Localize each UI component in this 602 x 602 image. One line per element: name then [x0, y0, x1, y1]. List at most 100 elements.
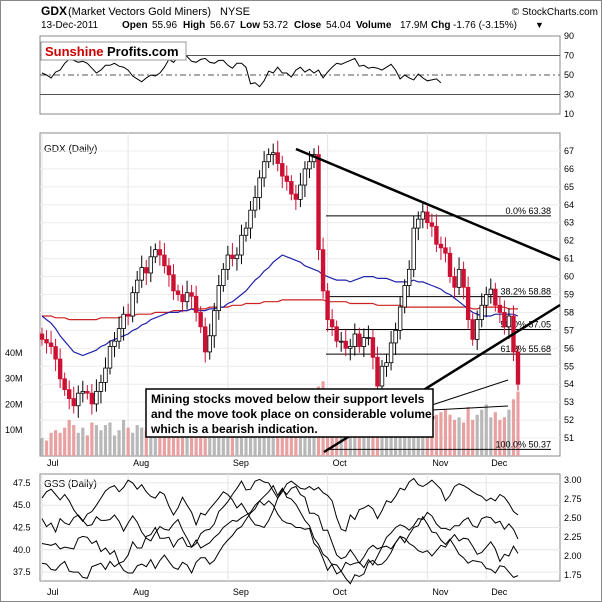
- candle-body: [148, 256, 153, 274]
- gss-month-label: Dec: [491, 587, 508, 597]
- rsi-tick-label: 10: [564, 109, 574, 119]
- candle-body: [329, 319, 335, 328]
- volume-bar: [171, 425, 176, 456]
- volume-bar: [49, 432, 53, 456]
- price-tick-label: 56: [564, 343, 574, 353]
- price-tick-label: 51: [564, 433, 574, 443]
- candle-body: [338, 340, 344, 343]
- gss-month-label: Jul: [47, 587, 59, 597]
- volume-bar: [389, 419, 393, 456]
- candle-body: [67, 389, 72, 399]
- gdx-panel: GDX (Daily) 67 66 65 64 63 62 61 60 59 58 57 56 55 54…: [5, 132, 574, 468]
- candle-body: [103, 367, 108, 383]
- volume-bar: [58, 432, 62, 456]
- volume-bar: [90, 422, 94, 456]
- candle-body: [397, 306, 403, 331]
- candle-body: [202, 326, 208, 353]
- volume-bar: [471, 419, 475, 456]
- rsi-tick-label: 70: [564, 51, 574, 61]
- candle-body: [112, 340, 117, 347]
- rsi-tick-label: 30: [564, 90, 574, 100]
- gss-right-tick-label: 2.75: [564, 494, 582, 504]
- candle-body: [130, 292, 135, 317]
- candle-body: [53, 346, 58, 360]
- high-label: High: [183, 20, 205, 31]
- volume-bar: [448, 414, 452, 456]
- candle-body: [207, 335, 212, 353]
- symbol: GDX: [41, 4, 67, 18]
- volume-bar: [462, 422, 466, 456]
- month-label: Dec: [491, 458, 508, 468]
- candle-body: [370, 337, 376, 358]
- volume-bar: [149, 432, 153, 456]
- candle-body: [252, 197, 258, 211]
- volume-bar: [162, 422, 166, 456]
- volume-bar: [54, 430, 58, 456]
- volume-bar: [208, 422, 212, 456]
- candle-body: [406, 268, 412, 286]
- volume-pointer-line-2: [431, 405, 509, 411]
- price-tick-label: 62: [564, 236, 574, 246]
- volume-bar: [217, 427, 221, 456]
- volume-bar: [457, 417, 461, 456]
- candle-body: [48, 342, 54, 347]
- volume-bar: [212, 425, 216, 456]
- gss-month-label: Oct: [333, 587, 348, 597]
- candle-body: [216, 285, 221, 312]
- sunshine-profits-logo: Sunshine Profits.com: [40, 41, 187, 61]
- candle-body: [157, 249, 163, 256]
- candle-body: [474, 319, 480, 340]
- chg-down-icon: ▼: [535, 20, 544, 30]
- volume-bar: [94, 425, 98, 456]
- volume-bar: [158, 419, 162, 456]
- candle-body: [239, 234, 244, 256]
- candle-body: [284, 175, 289, 182]
- gss-right-tick-label: 1.75: [564, 570, 582, 580]
- source: © StockCharts.com: [512, 7, 598, 18]
- volume-bar: [167, 427, 171, 456]
- volume-bar: [511, 399, 516, 456]
- volume-bar: [475, 414, 479, 456]
- volume-bar: [103, 425, 108, 456]
- candle-body: [139, 267, 144, 281]
- volume-bar: [416, 419, 420, 456]
- volume-bar: [112, 435, 117, 456]
- month-label: Nov: [432, 458, 449, 468]
- price-tick-label: 65: [564, 182, 574, 192]
- low-label: Low: [240, 20, 260, 31]
- volume-pointer-line: [431, 379, 509, 406]
- candle-body: [425, 211, 430, 224]
- candle-body: [189, 292, 194, 297]
- candle-body: [465, 286, 471, 321]
- candle-body: [456, 268, 462, 288]
- candle-body: [384, 362, 389, 367]
- candle-body: [94, 390, 99, 405]
- candle-body: [447, 252, 453, 277]
- volume-bar: [85, 435, 89, 456]
- volume-bar: [276, 422, 280, 456]
- candle-body: [361, 337, 367, 347]
- candle-body: [275, 152, 280, 164]
- candle-body: [121, 313, 126, 329]
- annotation-line-3: which is a bearish indication.: [150, 422, 318, 436]
- candle-body: [198, 312, 203, 328]
- candle-body: [375, 356, 380, 387]
- volume-bar: [239, 425, 244, 456]
- volume-bar: [498, 419, 502, 456]
- price-tick-label: 53: [564, 397, 574, 407]
- volume-bar: [117, 430, 121, 456]
- candle-body: [225, 254, 231, 270]
- open-label: Open: [122, 20, 148, 31]
- volume-bar: [262, 427, 266, 456]
- candle-body: [270, 152, 276, 155]
- fib-level-label: 38.2% 58.88: [500, 287, 551, 297]
- price-tick-label: 59: [564, 290, 574, 300]
- candle-body: [348, 346, 353, 349]
- volume-bar: [452, 419, 457, 456]
- candle-body: [134, 279, 140, 294]
- candle-body: [429, 222, 435, 227]
- candle-body: [320, 249, 326, 292]
- candle-body: [420, 211, 425, 220]
- volume-bar: [244, 427, 248, 456]
